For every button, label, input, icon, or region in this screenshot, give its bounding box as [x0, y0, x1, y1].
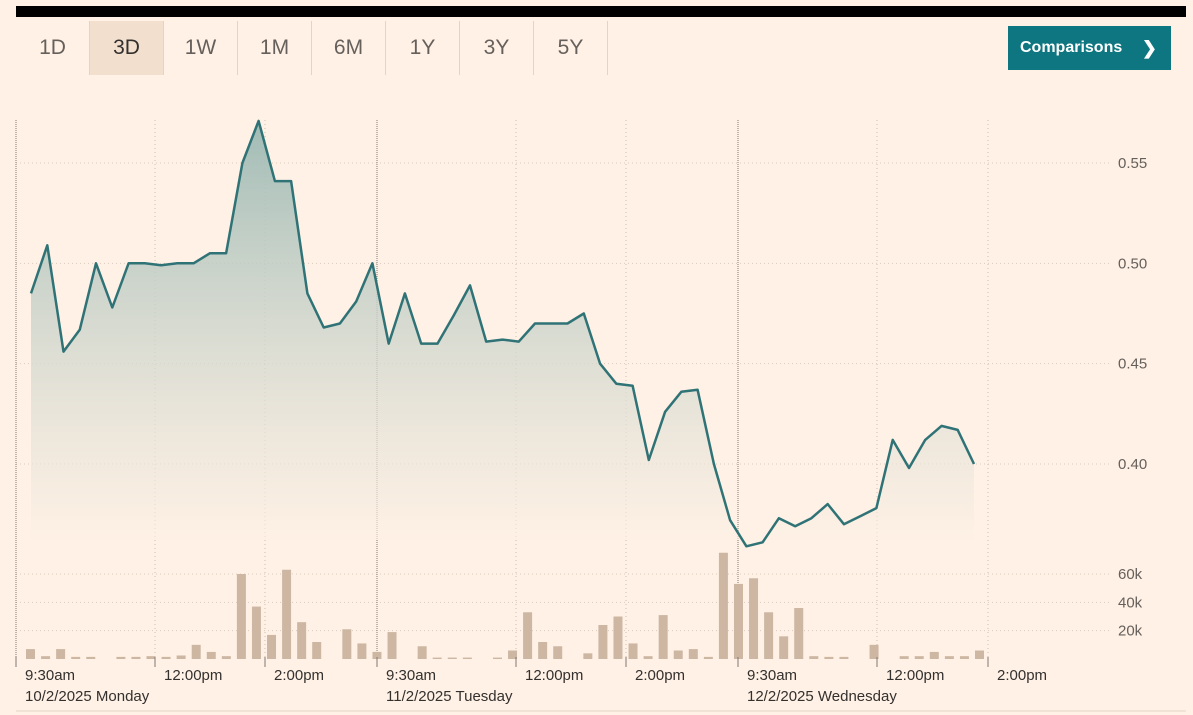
volume-bar: [447, 657, 457, 659]
volume-bar: [975, 650, 984, 659]
volume-bar: [598, 625, 608, 659]
volume-bar: [749, 578, 759, 659]
volume-bar: [432, 657, 442, 659]
volume-bar: [673, 650, 683, 659]
x-tick-label: 12:00pm: [525, 667, 583, 684]
volume-bar: [56, 649, 66, 659]
price-tick-label: 0.45: [1118, 356, 1147, 373]
volume-tick-label: 60k: [1118, 566, 1143, 583]
volume-bar: [116, 656, 126, 659]
volume-bar: [508, 650, 518, 659]
price-tick-label: 0.50: [1118, 255, 1147, 272]
volume-bar: [221, 656, 231, 659]
x-day-label: 10/2/2025 Monday: [25, 688, 150, 705]
volume-bar: [583, 653, 593, 659]
volume-bar: [553, 646, 563, 659]
volume-bar: [236, 574, 246, 659]
volume-bar: [688, 649, 698, 659]
x-tick-label: 9:30am: [747, 667, 797, 684]
volume-bar: [417, 646, 427, 659]
tab-1w[interactable]: 1W: [164, 21, 238, 75]
volume-bar: [312, 642, 322, 659]
volume-bar: [628, 643, 638, 659]
tab-1y[interactable]: 1Y: [386, 21, 460, 75]
x-tick-label: 12:00pm: [164, 667, 222, 684]
x-tick-label: 12:00pm: [886, 667, 944, 684]
volume-bar: [146, 656, 156, 659]
x-day-label: 11/2/2025 Tuesday: [386, 688, 513, 705]
tab-6m[interactable]: 6M: [312, 21, 386, 75]
volume-tick-label: 20k: [1118, 623, 1143, 640]
volume-bar: [131, 656, 141, 659]
tab-1d[interactable]: 1D: [16, 21, 90, 75]
volume-bar: [658, 615, 668, 659]
price-line: [29, 119, 976, 548]
top-rule: [16, 6, 1186, 17]
volume-bar: [764, 612, 774, 659]
volume-bar: [297, 622, 307, 659]
volume-bar: [161, 656, 171, 659]
volume-bar: [387, 632, 397, 659]
volume-bar: [41, 656, 51, 659]
price-tick-label: 0.40: [1118, 456, 1147, 473]
volume-bar: [824, 656, 834, 659]
volume-bar: [86, 656, 96, 659]
x-tick-label: 2:00pm: [274, 667, 324, 684]
tab-3y[interactable]: 3Y: [460, 21, 534, 75]
volume-bar: [538, 642, 548, 659]
volume-bar: [613, 616, 623, 659]
volume-bar: [267, 634, 277, 659]
volume-bar: [492, 657, 502, 659]
volume-bar: [372, 651, 382, 659]
volume-bar: [809, 656, 819, 659]
volume-bar: [462, 657, 472, 659]
volume-bar: [839, 656, 849, 659]
volume-bar: [206, 651, 216, 659]
tab-1m[interactable]: 1M: [238, 21, 312, 75]
x-tick-label: 9:30am: [386, 667, 436, 684]
price-tick-label: 0.55: [1118, 155, 1147, 172]
volume-bar: [944, 656, 954, 659]
volume-bar: [899, 656, 909, 659]
volume-tick-label: 40k: [1118, 594, 1143, 611]
volume-bar: [718, 552, 728, 659]
volume-bar: [282, 569, 292, 659]
volume-bar: [26, 649, 35, 659]
volume-bar: [342, 629, 352, 659]
volume-bar: [176, 655, 186, 659]
volume-bar: [914, 656, 924, 659]
comparisons-label: Comparisons: [1020, 39, 1123, 56]
price-area: [31, 120, 974, 547]
volume-bar: [959, 656, 969, 659]
volume-bar: [523, 612, 533, 659]
volume-bar: [794, 608, 804, 659]
volume-bar: [929, 651, 939, 659]
volume-bar: [703, 656, 713, 659]
x-day-label: 12/2/2025 Wednesday: [747, 688, 897, 705]
tab-3d[interactable]: 3D: [90, 21, 164, 75]
volume-bar: [191, 644, 201, 659]
x-tick-label: 2:00pm: [635, 667, 685, 684]
period-tabs: 1D 3D 1W 1M 6M 1Y 3Y 5Y: [16, 21, 608, 75]
x-tick-label: 2:00pm: [997, 667, 1047, 684]
volume-bar: [643, 656, 653, 659]
chevron-right-icon: ❯: [1141, 37, 1157, 58]
x-tick-label: 9:30am: [25, 667, 75, 684]
volume-bar: [733, 583, 743, 659]
volume-bar: [779, 636, 789, 659]
comparisons-button[interactable]: Comparisons ❯: [1008, 26, 1171, 70]
volume-bar: [71, 656, 81, 659]
volume-bar: [251, 606, 261, 659]
volume-bar: [869, 644, 879, 659]
volume-bar: [357, 643, 367, 659]
tab-5y[interactable]: 5Y: [534, 21, 608, 75]
